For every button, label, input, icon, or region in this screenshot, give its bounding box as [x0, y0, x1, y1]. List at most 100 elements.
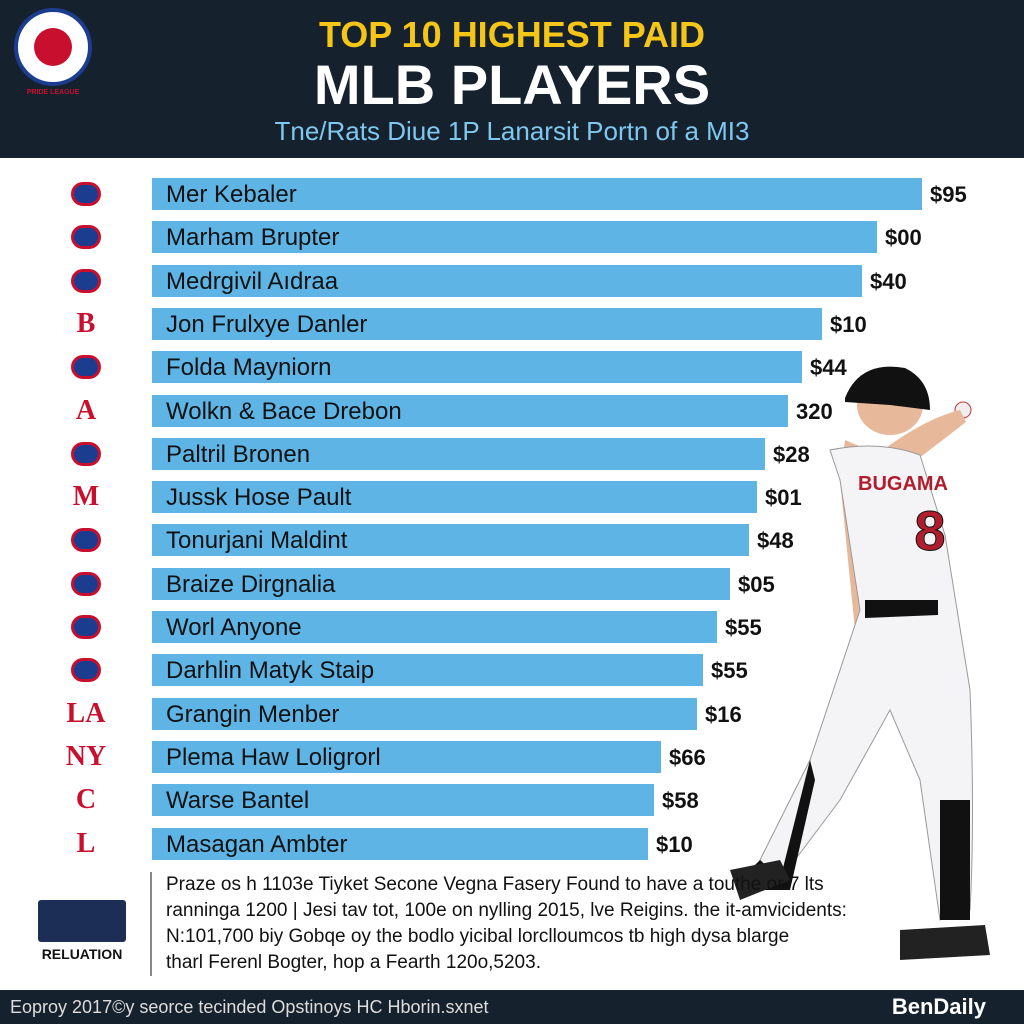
- bar: [152, 394, 788, 427]
- team-logo: [71, 615, 101, 639]
- subtitle: Tne/Rats Diue 1P Lanarsit Portn of a MI3: [274, 116, 750, 146]
- note-logo: [38, 900, 126, 942]
- badge: PRIDE LEAGUE: [14, 8, 92, 96]
- player-name: Mer Kebaler: [166, 181, 297, 208]
- ranking-row: Plema Haw Loligrorl $66 NY: [0, 740, 1000, 773]
- note-line: tharl Ferenl Bogter, hop a Fearth 120o,5…: [166, 952, 541, 973]
- ranking-row: Paltril Bronen $28: [0, 437, 1000, 470]
- ranking-row: Jon Frulxye Danler $10 B: [0, 307, 1000, 340]
- team-logo: B: [76, 307, 96, 339]
- amount: $95: [930, 182, 967, 207]
- jersey-number: 8: [914, 499, 945, 562]
- player-name: Darhlin Matyk Staip: [166, 657, 375, 685]
- amount: $40: [870, 268, 907, 294]
- brand: BenDaily: [891, 994, 986, 1019]
- note: Praze os h 1103e Tiyket Secone Vegna Fas…: [150, 872, 847, 976]
- amount: $00: [885, 225, 922, 251]
- player-image: BUGAMA 8: [730, 366, 990, 960]
- note-line: ranninga 1200 | Jesi tav tot, 100e on ny…: [166, 900, 847, 921]
- player-name: Jon Frulxye Danler: [166, 310, 368, 338]
- bar: [152, 481, 757, 514]
- team-logo: [71, 225, 101, 250]
- player-name: Folda Mayniorn: [166, 354, 332, 382]
- ranking-row: Mer Kebaler $95: [0, 178, 1000, 210]
- amount: $48: [757, 528, 794, 554]
- amount: $58: [662, 788, 699, 814]
- team-logo: [71, 658, 101, 683]
- player-name: Braize Dirgnalia: [166, 570, 336, 598]
- note-line: Praze os h 1103e Tiyket Secone Vegna Fas…: [166, 874, 824, 895]
- amount: $28: [773, 441, 810, 467]
- amount: $16: [705, 701, 742, 727]
- player-name: Paltril Bronen: [166, 440, 311, 468]
- player-name: Plema Haw Loligrorl: [166, 743, 381, 771]
- ranking-row: Worl Anyone $55: [0, 611, 1000, 643]
- bar: [152, 567, 730, 600]
- ranking-row: Folda Mayniorn $44: [0, 351, 1000, 384]
- ranking-row: Warse Bantel $58 C: [0, 784, 1000, 817]
- ranking-row: Medrgivil Aıdraa $40: [0, 264, 1000, 297]
- ranking-row: Jussk Hose Pault $01 M: [0, 481, 1000, 514]
- bar: [152, 784, 654, 817]
- bar: [152, 307, 822, 340]
- header: PRIDE LEAGUE TOP 10 HIGHEST PAID MLB PLA…: [0, 0, 1024, 158]
- player-name: Marham Brupter: [166, 224, 340, 252]
- amount: $55: [711, 658, 748, 684]
- title: MLB PLAYERS: [313, 53, 711, 116]
- bar: [152, 827, 648, 860]
- player-name: Tonurjani Maldint: [166, 527, 348, 555]
- bar: [152, 221, 877, 254]
- note-line: N:101,700 biy Gobqe oy the bodlo yicibal…: [166, 926, 790, 947]
- amount: $01: [765, 485, 802, 511]
- title: TOP 10 HIGHEST PAID: [318, 14, 706, 55]
- team-logo: [71, 182, 101, 206]
- bar: [152, 740, 661, 773]
- player-name: Jussk Hose Pault: [166, 484, 352, 512]
- team-logo: [71, 571, 101, 596]
- team-logo: NY: [65, 740, 107, 772]
- note-logo-text: RELUATION: [41, 946, 123, 962]
- amount: $66: [669, 744, 706, 770]
- amount: $05: [738, 571, 775, 597]
- ranking-row: Darhlin Matyk Staip $55: [0, 654, 1000, 687]
- team-logo: M: [72, 481, 100, 513]
- footer: Eoproy 2017©y seorce tecinded Opstinoys …: [0, 990, 1024, 1024]
- badge-text: PRIDE LEAGUE: [26, 89, 80, 96]
- team-logo: LA: [66, 697, 106, 729]
- ranking-row: Braize Dirgnalia $05: [0, 567, 1000, 600]
- amount: $10: [656, 831, 693, 857]
- amount: 320: [796, 398, 833, 424]
- player-name: Wolkn & Bace Drebon: [166, 397, 402, 425]
- jersey-name: BUGAMA: [858, 473, 948, 495]
- player-name: Grangin Menber: [166, 700, 340, 728]
- bar: [152, 524, 749, 557]
- bar: [152, 697, 697, 730]
- team-logo: [71, 528, 101, 553]
- ranking-row: Marham Brupter $00: [0, 221, 1000, 254]
- player-name: Masagan Ambter: [166, 830, 348, 858]
- ranking-row: Tonurjani Maldint $48: [0, 524, 1000, 557]
- team-logo: L: [76, 827, 96, 859]
- bar: [152, 351, 802, 384]
- ranking-row: Grangin Menber $16 LA: [0, 697, 1000, 730]
- amount: $55: [725, 615, 762, 640]
- bar: [152, 437, 765, 470]
- copyright: Eoproy 2017©y seorce tecinded Opstinoys …: [10, 997, 489, 1017]
- bar: [152, 654, 703, 687]
- team-logo: [71, 268, 101, 293]
- team-logo: C: [75, 784, 97, 816]
- bar: [152, 264, 862, 297]
- player-name: Warse Bantel: [166, 787, 310, 815]
- player-name: Worl Anyone: [166, 614, 302, 641]
- amount: $10: [830, 311, 867, 337]
- bar: [152, 178, 922, 210]
- ranking-row: Masagan Ambter $10 L: [0, 827, 1000, 860]
- team-logo: [71, 355, 101, 380]
- ranking-row: Wolkn & Bace Drebon 320 A: [0, 394, 1000, 427]
- team-logo: [71, 441, 101, 466]
- player-name: Medrgivil Aıdraa: [166, 267, 339, 295]
- bar: [152, 611, 717, 643]
- team-logo: A: [75, 394, 97, 426]
- amount: $44: [810, 355, 847, 381]
